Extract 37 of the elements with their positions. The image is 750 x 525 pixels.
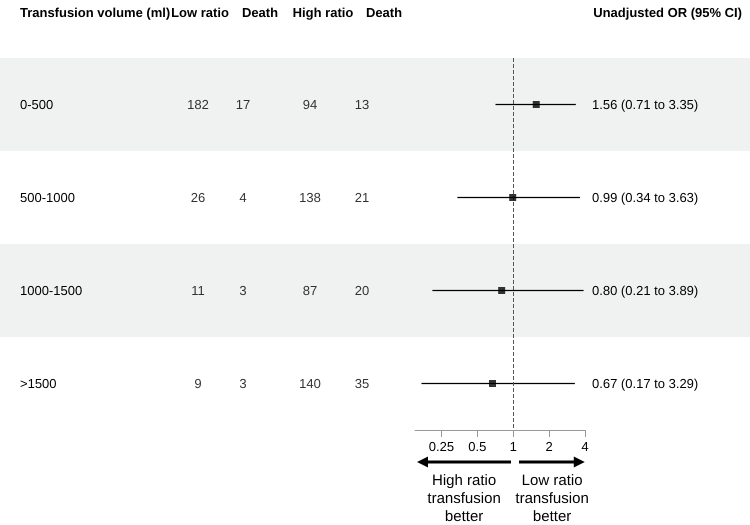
data-label: 182 bbox=[187, 97, 209, 112]
category-label: 0-500 bbox=[20, 97, 54, 112]
category-label: 1000-1500 bbox=[20, 283, 82, 298]
text: Transfusion volume (ml) bbox=[20, 5, 170, 20]
x-tick-label: 0.5 bbox=[468, 439, 486, 454]
x-tick-label: 4 bbox=[581, 439, 589, 454]
data-label: 35 bbox=[354, 376, 370, 391]
data-label: 3 bbox=[239, 283, 247, 298]
data-label: 140 bbox=[299, 376, 321, 391]
data-label: 0.67 (0.17 to 3.29) bbox=[592, 376, 698, 391]
data-label: 87 bbox=[302, 283, 318, 298]
data-label: 3 bbox=[239, 376, 247, 391]
category-label: >1500 bbox=[20, 376, 57, 391]
data-label: 4 bbox=[239, 190, 247, 205]
data-label: 11 bbox=[191, 283, 205, 298]
data-label: 20 bbox=[354, 283, 370, 298]
text: Death bbox=[366, 5, 402, 20]
text: Unadjusted OR (95% CI) bbox=[593, 5, 742, 20]
x-tick-label: 0.25 bbox=[428, 439, 454, 454]
x-tick-label: 1 bbox=[510, 439, 517, 454]
text: Death bbox=[242, 5, 278, 20]
data-label: 0.80 (0.21 to 3.89) bbox=[592, 283, 698, 298]
data-label: 94 bbox=[302, 97, 318, 112]
data-label: 0.99 (0.34 to 3.63) bbox=[592, 190, 698, 205]
data-label: 9 bbox=[194, 376, 202, 391]
data-label: 1.56 (0.71 to 3.35) bbox=[592, 97, 698, 112]
text: Low ratio transfusion better bbox=[515, 472, 589, 525]
x-tick-label: 2 bbox=[545, 439, 553, 454]
data-label: 13 bbox=[354, 97, 370, 112]
text: High ratio transfusion better bbox=[427, 472, 501, 525]
data-label: 17 bbox=[236, 97, 250, 112]
category-label: 500-1000 bbox=[20, 190, 75, 205]
data-label: 26 bbox=[190, 190, 206, 205]
data-label: 21 bbox=[354, 190, 370, 205]
text: High ratio bbox=[292, 5, 354, 20]
text: Low ratio bbox=[171, 5, 229, 20]
data-label: 138 bbox=[299, 190, 321, 205]
